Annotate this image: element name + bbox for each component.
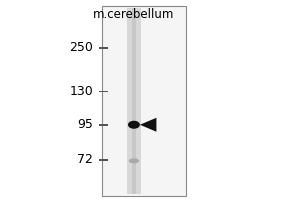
Text: 95: 95 (77, 118, 93, 131)
Text: 72: 72 (77, 153, 93, 166)
Text: 130: 130 (69, 85, 93, 98)
Bar (99, 124, 108, 126)
Bar (99, 91, 108, 92)
Text: m.cerebellum: m.cerebellum (93, 8, 175, 21)
Bar (99, 47, 108, 49)
Bar (102, 6, 186, 196)
Text: 250: 250 (69, 41, 93, 54)
Ellipse shape (129, 158, 139, 163)
Polygon shape (140, 118, 156, 132)
Bar (99, 159, 108, 161)
Bar (132, 8, 136, 194)
Bar (127, 8, 141, 194)
Ellipse shape (128, 121, 140, 129)
